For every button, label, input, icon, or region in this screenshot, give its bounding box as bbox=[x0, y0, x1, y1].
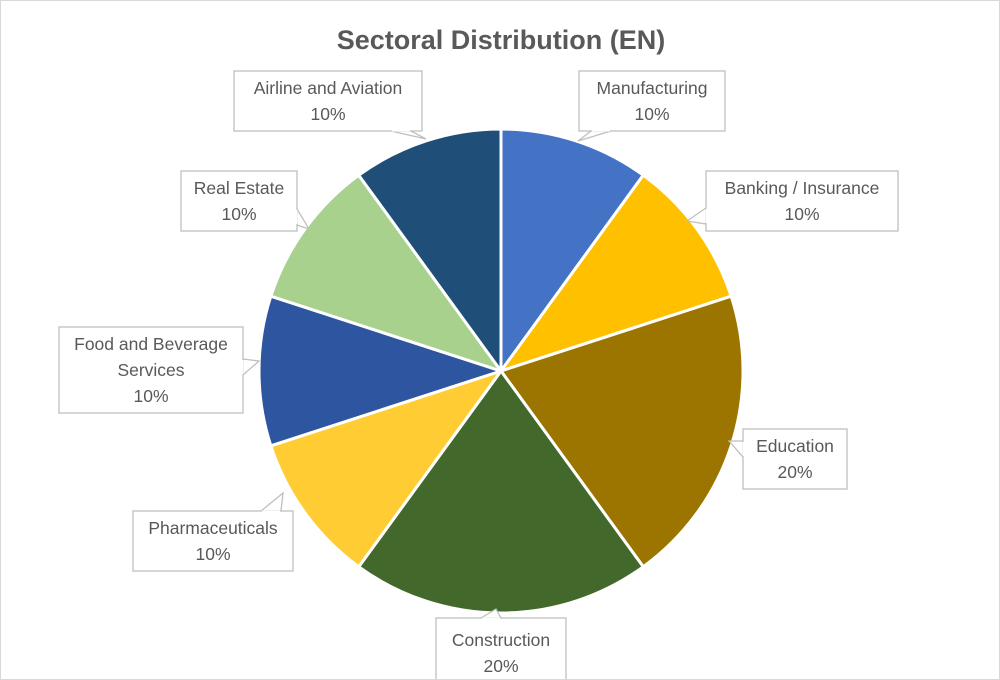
callout-seam bbox=[705, 209, 708, 223]
callout-seam bbox=[592, 129, 610, 132]
data-label-category: Construction bbox=[452, 630, 550, 650]
callout-pointer bbox=[390, 130, 427, 140]
data-label-value: 20% bbox=[777, 462, 812, 482]
pie-slice-manufacturing bbox=[499, 127, 645, 373]
data-label-construction: Construction 20% bbox=[435, 608, 567, 679]
data-label-pharmaceuticals: Pharmaceuticals 10% bbox=[132, 491, 294, 572]
data-label-category: Food and Beverage bbox=[74, 334, 228, 354]
callout-seam bbox=[482, 617, 500, 620]
pie-slice-construction bbox=[357, 369, 645, 615]
data-label-category: Education bbox=[756, 436, 834, 456]
data-label-category: Airline and Aviation bbox=[254, 78, 403, 98]
callout-seam bbox=[241, 360, 244, 374]
data-label-value: 20% bbox=[483, 656, 518, 676]
data-label-banking-insurance: Banking / Insurance 10% bbox=[685, 170, 899, 232]
data-label-category: Manufacturing bbox=[597, 78, 708, 98]
callout-seam bbox=[262, 510, 280, 513]
data-label-food-and-beverage-services: Food and Beverage Services 10% bbox=[58, 326, 261, 414]
callout-pointer bbox=[577, 130, 612, 142]
data-label-value: 10% bbox=[133, 386, 168, 406]
data-label-category: Services bbox=[117, 360, 184, 380]
data-label-education: Education 20% bbox=[727, 428, 848, 490]
callout-box bbox=[705, 170, 899, 232]
pie-slice-real-estate bbox=[269, 173, 503, 373]
data-label-value: 10% bbox=[634, 104, 669, 124]
pie-slice-pharmaceuticals bbox=[269, 369, 503, 569]
pie-slice-education bbox=[499, 294, 745, 569]
pie-slice-banking-insurance bbox=[499, 173, 733, 373]
data-label-value: 10% bbox=[310, 104, 345, 124]
pie-slice-airline-and-aviation bbox=[357, 127, 503, 373]
callout-box bbox=[180, 170, 298, 232]
data-label-category: Banking / Insurance bbox=[725, 178, 880, 198]
callout-pointer bbox=[296, 206, 311, 231]
data-label-real-estate: Real Estate 10% bbox=[180, 170, 311, 232]
callout-seam bbox=[392, 129, 410, 132]
data-label-category: Real Estate bbox=[194, 178, 284, 198]
data-label-category: Pharmaceuticals bbox=[148, 518, 278, 538]
callout-pointer bbox=[259, 491, 284, 512]
data-label-value: 10% bbox=[784, 204, 819, 224]
pie-slice-food-and-beverage-services bbox=[257, 294, 503, 448]
data-label-value: 10% bbox=[195, 544, 230, 564]
callout-box bbox=[578, 70, 726, 132]
callout-box bbox=[435, 617, 567, 679]
callout-pointer bbox=[685, 206, 707, 225]
callout-box bbox=[233, 70, 423, 132]
callout-pointer bbox=[242, 358, 261, 377]
callout-seam bbox=[295, 210, 298, 224]
chart-title: Sectoral Distribution (EN) bbox=[336, 25, 666, 55]
data-label-manufacturing: Manufacturing 10% bbox=[577, 70, 726, 142]
data-label-airline-and-aviation: Airline and Aviation 10% bbox=[233, 70, 427, 140]
callout-seam bbox=[742, 442, 745, 456]
data-label-value: 10% bbox=[221, 204, 256, 224]
callout-box bbox=[132, 510, 294, 572]
callout-box bbox=[742, 428, 848, 490]
